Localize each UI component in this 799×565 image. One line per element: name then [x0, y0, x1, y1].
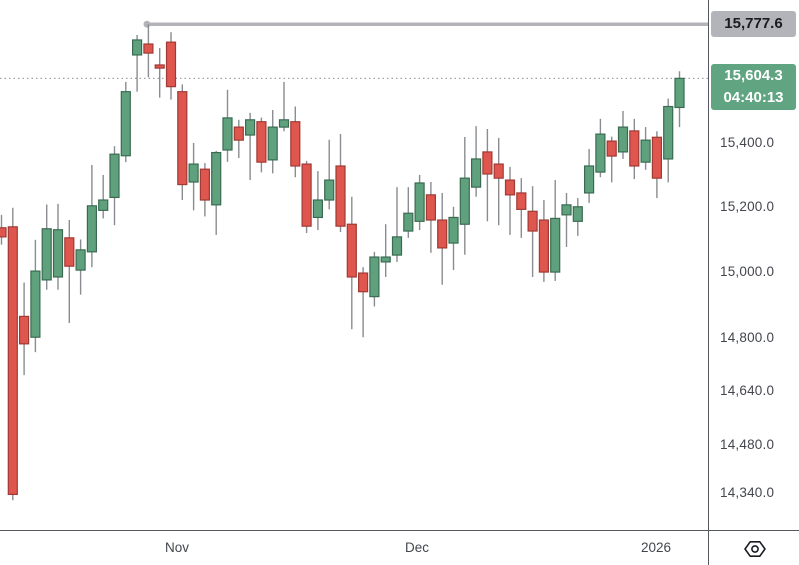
candle-body: [606, 140, 617, 157]
candle-body: [64, 237, 75, 267]
candle-body: [516, 192, 527, 210]
price-tick-label: 14,640.0: [720, 383, 775, 399]
candle-body: [674, 77, 685, 109]
candle-body: [233, 126, 244, 141]
candle-body: [165, 41, 177, 88]
candle-body: [425, 194, 436, 221]
candle-body: [301, 163, 312, 227]
price-tick-label: 14,340.0: [720, 484, 775, 500]
candle-body: [493, 163, 504, 179]
candle-body: [75, 249, 86, 271]
price-tick-label: 14,480.0: [720, 437, 775, 453]
candle-body: [120, 91, 131, 157]
candle-body: [640, 139, 651, 163]
candle-body: [550, 217, 561, 273]
candle-body: [561, 204, 572, 216]
candle-body: [459, 177, 470, 225]
candle-body: [154, 64, 165, 69]
candle-body: [41, 228, 52, 281]
candle-body: [143, 43, 154, 54]
current-price-value: 15,604.3: [724, 67, 783, 85]
candle-body: [267, 126, 278, 161]
bar-close-countdown: 04:40:13: [723, 89, 784, 107]
hexagon-circle-icon: [744, 540, 766, 557]
candle-body: [312, 199, 323, 219]
candle-body: [380, 256, 391, 263]
candle-body: [132, 39, 143, 56]
high-price-badge: 15,777.6: [711, 11, 796, 38]
price-scale[interactable]: 15,777.6 15,604.3 04:40:13 15,800.015,60…: [708, 0, 799, 565]
candle-body: [437, 219, 448, 249]
candle-body: [346, 223, 357, 278]
price-tick-label: 15,400.0: [720, 135, 775, 150]
candle-body: [403, 212, 414, 232]
candle-body: [278, 119, 290, 128]
candle-body: [358, 272, 369, 293]
candle-body: [290, 121, 301, 167]
time-axis-label: Nov: [164, 540, 190, 555]
price-tick-label: 14,800.0: [720, 329, 775, 345]
candle-body: [617, 126, 629, 153]
candle-body: [629, 130, 640, 167]
candle-body: [256, 121, 267, 163]
time-axis-label: Dec: [404, 540, 430, 555]
candle-body: [663, 105, 674, 160]
candle-body: [109, 153, 120, 199]
candle-body: [572, 206, 583, 222]
time-scale[interactable]: Nov Dec 2026: [0, 530, 799, 565]
candle-body: [245, 119, 256, 136]
candle-body: [7, 226, 18, 496]
candle-body: [482, 151, 493, 175]
current-price-badge: 15,604.3 04:40:13: [711, 64, 796, 111]
candle-body: [177, 91, 188, 186]
time-axis-label: 2026: [640, 540, 672, 555]
candle-body: [30, 270, 41, 338]
price-tick-label: 15,000.0: [720, 264, 775, 280]
candle-body: [0, 227, 7, 238]
candle-body: [527, 210, 538, 232]
candle-body: [471, 158, 482, 188]
candle-body: [19, 315, 30, 345]
candle-body: [324, 179, 335, 201]
candle-body: [211, 151, 222, 206]
candle-body: [52, 229, 64, 278]
candle-body: [86, 205, 98, 253]
candle-body: [595, 133, 606, 173]
candle-body: [538, 219, 550, 273]
candle-body: [504, 179, 516, 196]
scale-settings-button[interactable]: [737, 536, 773, 561]
candle-body: [583, 165, 595, 194]
high-line-anchor-dot: [143, 20, 151, 28]
candle-body: [391, 236, 403, 256]
price-tick-label: 15,200.0: [720, 199, 775, 215]
candle-body: [199, 168, 210, 201]
candle-body: [414, 182, 425, 222]
candle-body: [335, 165, 346, 227]
candle-body: [222, 117, 233, 151]
high-price-value: 15,777.6: [724, 15, 783, 33]
candle-body: [98, 199, 109, 211]
candle-body: [369, 256, 380, 298]
candle-body: [651, 136, 663, 179]
candle-body: [448, 216, 459, 244]
candle-body: [188, 163, 199, 183]
